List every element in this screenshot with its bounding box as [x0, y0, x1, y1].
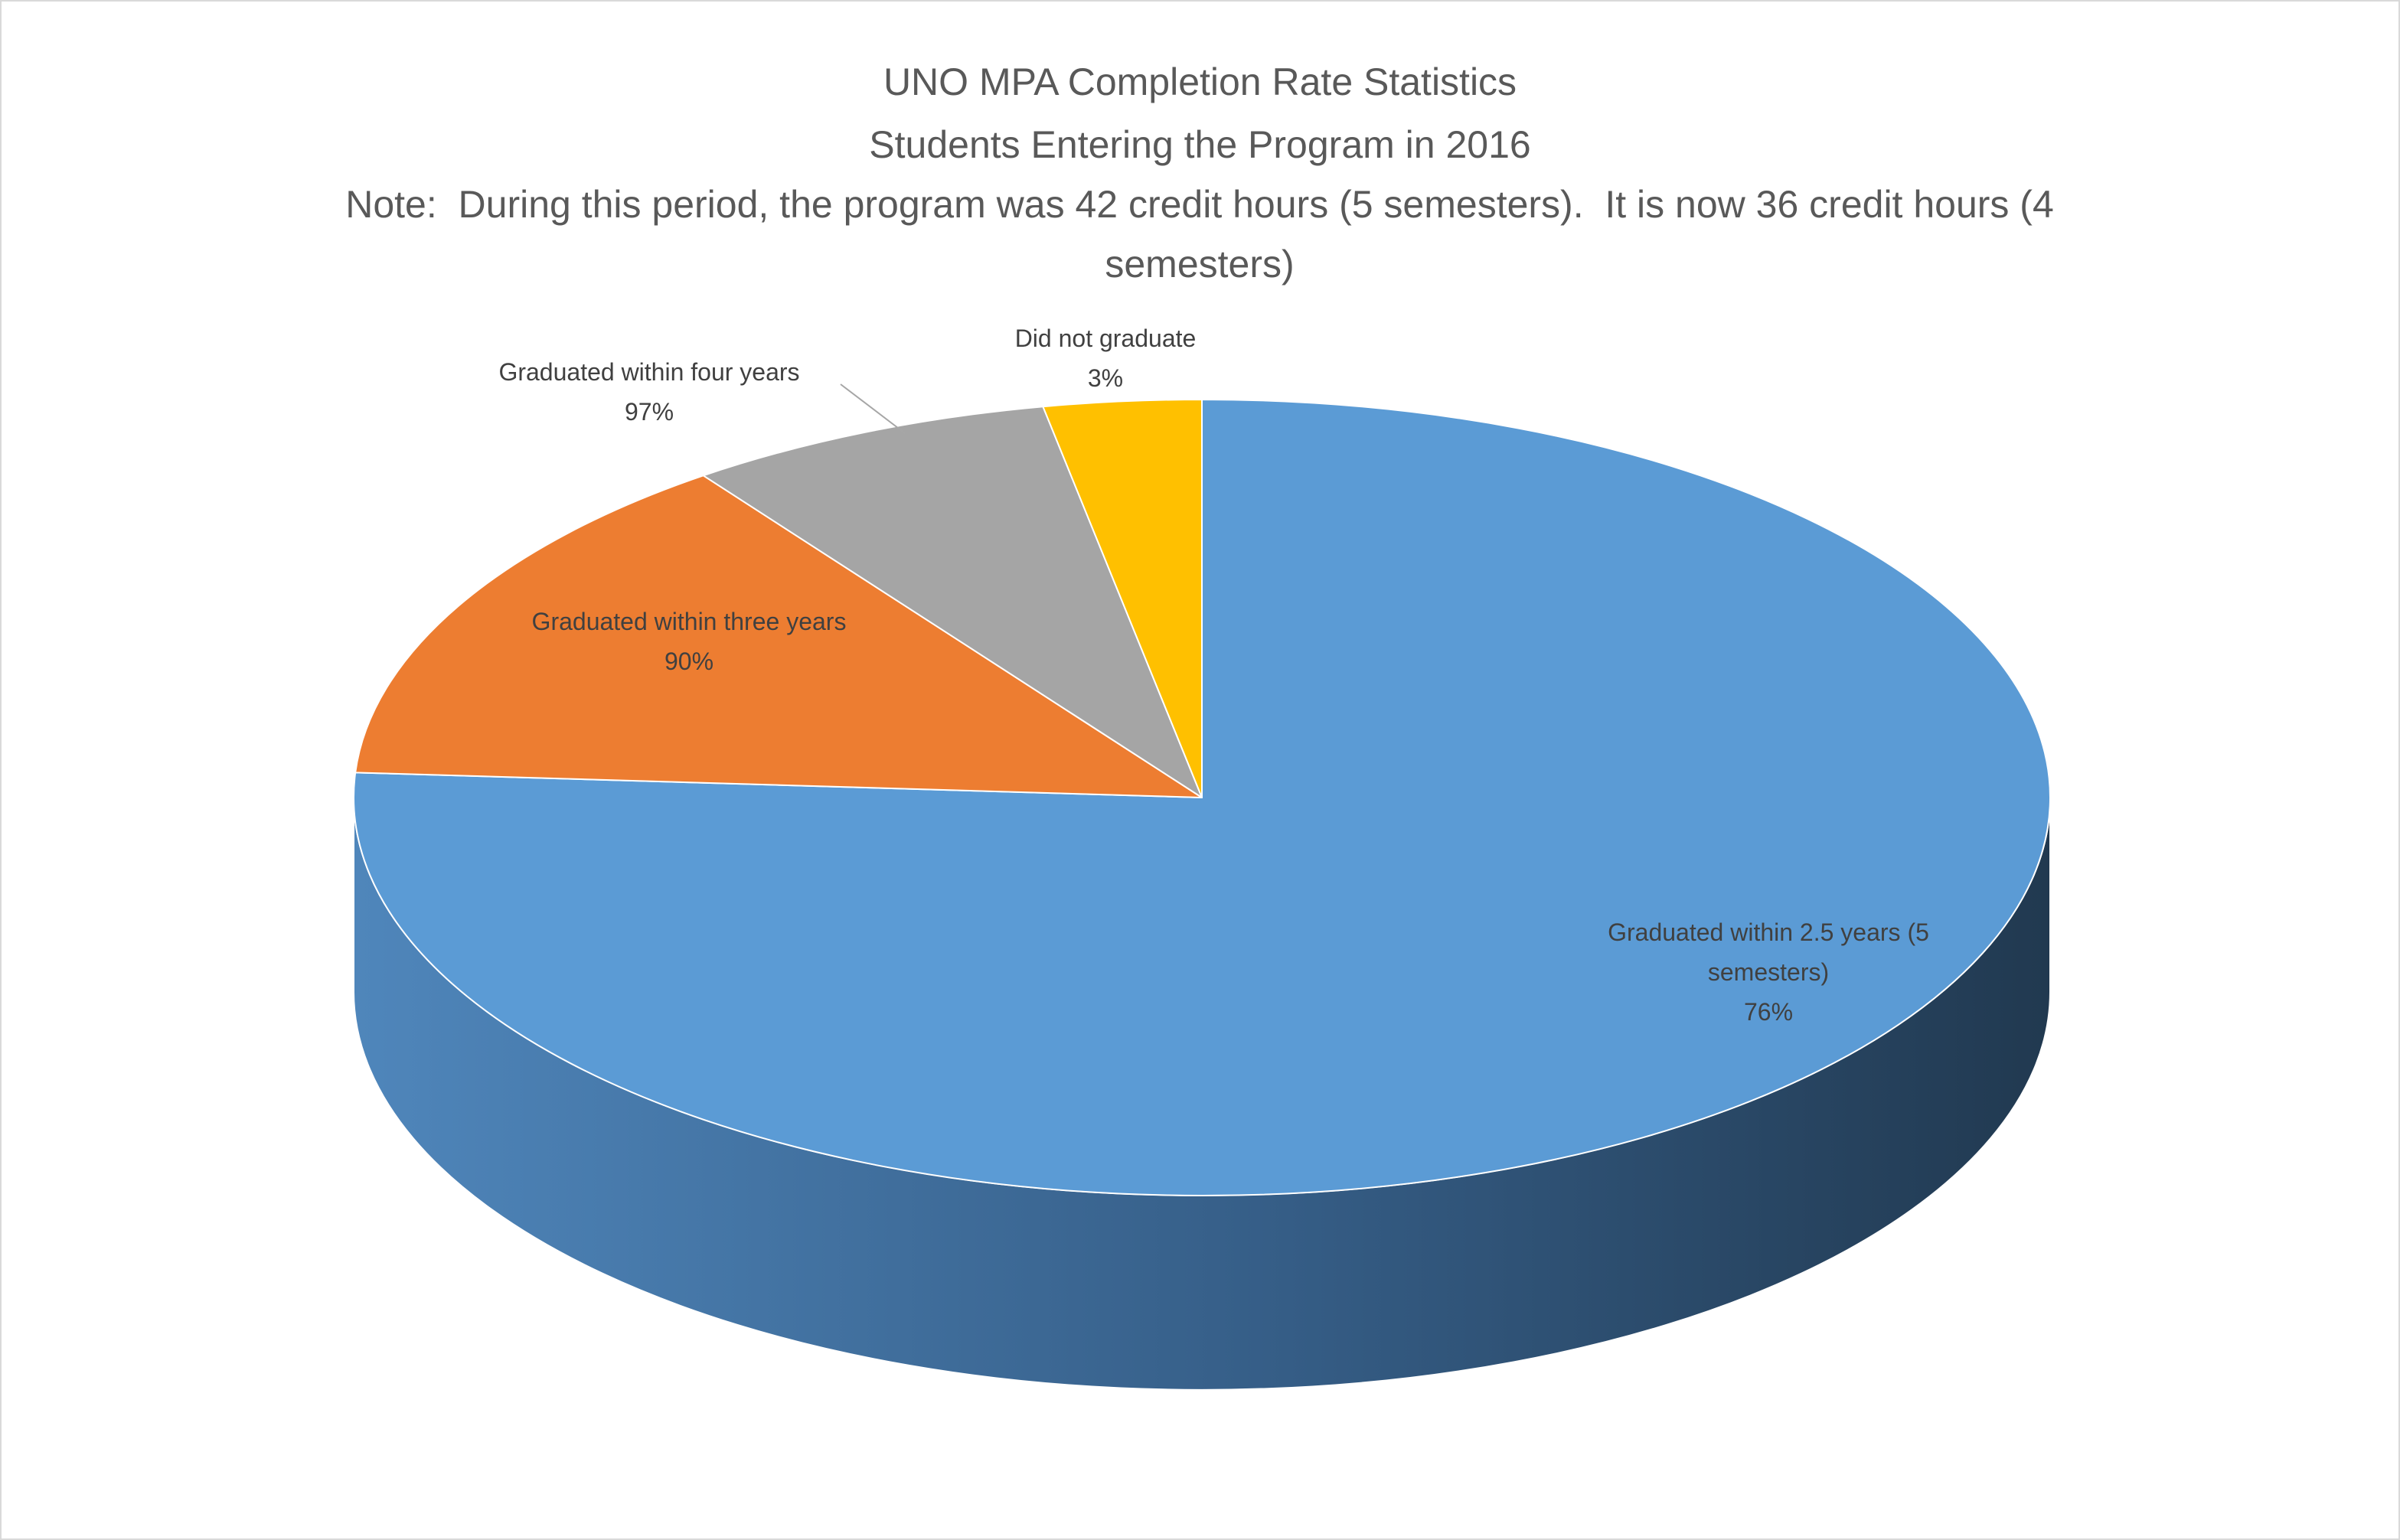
slice-label: Did not graduate	[1014, 325, 1197, 352]
slice	[1042, 399, 1203, 798]
chart-note: Note: During this period, the program wa…	[345, 183, 2065, 285]
slice-label: Graduated within three years	[531, 608, 847, 635]
slice-value-label: 97%	[624, 398, 674, 426]
slice-value-label: 3%	[1087, 364, 1124, 392]
slice-label: Graduated within 2.5 years (5 semesters)	[1608, 918, 1929, 986]
slice-value-label: 76%	[1743, 998, 1794, 1026]
leader-line	[840, 383, 906, 434]
slice	[702, 406, 1203, 798]
slice-value-label: 90%	[664, 648, 714, 675]
slice-label: Graduated within four years	[498, 358, 800, 386]
slice	[354, 475, 1203, 798]
chart-title: UNO MPA Completion Rate Statistics	[883, 60, 1517, 103]
chart-subtitle: Students Entering the Program in 2016	[869, 123, 1531, 166]
